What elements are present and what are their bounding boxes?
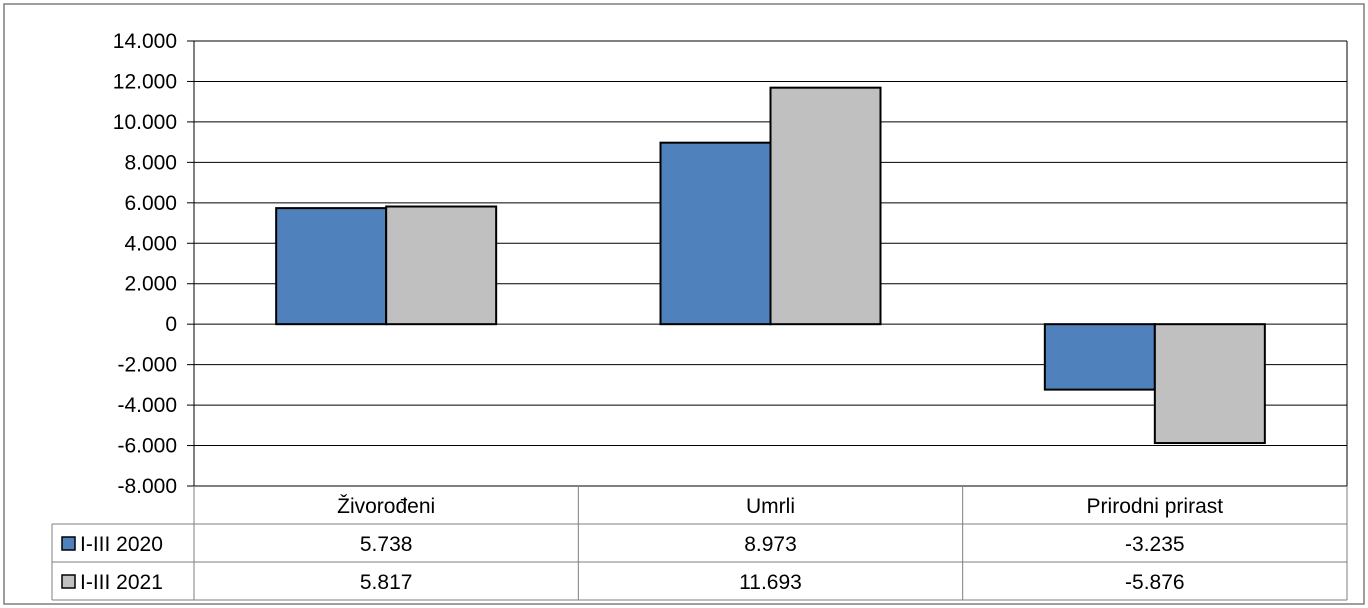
y-tick-label: 2.000: [124, 273, 177, 296]
legend-label: I-III 2020: [80, 533, 163, 556]
legend-key: [61, 574, 76, 589]
data-label: 11.693: [739, 571, 802, 594]
data-label: -5.876: [1125, 571, 1185, 594]
bars-layer: [275, 86, 1266, 445]
legend-key: [61, 536, 76, 551]
y-tick-label: 6.000: [124, 192, 177, 215]
y-tick-label: 10.000: [113, 111, 177, 134]
y-tick-label: -6.000: [117, 435, 177, 458]
bar: [1153, 323, 1266, 445]
grid-layer: [194, 40, 1347, 487]
y-tick-label: 14.000: [113, 30, 177, 53]
y-tick-label: -2.000: [117, 354, 177, 377]
data-label: 5.738: [360, 533, 413, 556]
y-tick-label: 8.000: [124, 151, 177, 174]
legend-label: I-III 2021: [80, 571, 163, 594]
data-label: 8.973: [744, 533, 797, 556]
data-table: Živorođeni Umrli Prirodni prirast I-III 202…: [51, 485, 1348, 601]
bar: [275, 207, 388, 326]
bar: [385, 205, 498, 326]
bar: [769, 86, 882, 326]
y-tick-label: 0: [165, 313, 177, 336]
data-label: -3.235: [1125, 533, 1185, 556]
y-tick-label: 4.000: [124, 232, 177, 255]
bar: [1043, 323, 1156, 391]
bar: [659, 141, 772, 326]
y-tick-label: -8.000: [117, 475, 177, 498]
data-label: 5.817: [360, 571, 413, 594]
y-tick-label: 12.000: [113, 70, 177, 93]
category-label: Prirodni prirast: [1087, 495, 1224, 518]
axis-layer: 14.000 12.000 10.000 8.000 6.000 4.000 2.000 0 -…: [113, 30, 1348, 498]
category-label: Umrli: [746, 495, 795, 518]
y-tick-label: -4.000: [117, 394, 177, 417]
category-label: Živorođeni: [337, 495, 435, 518]
